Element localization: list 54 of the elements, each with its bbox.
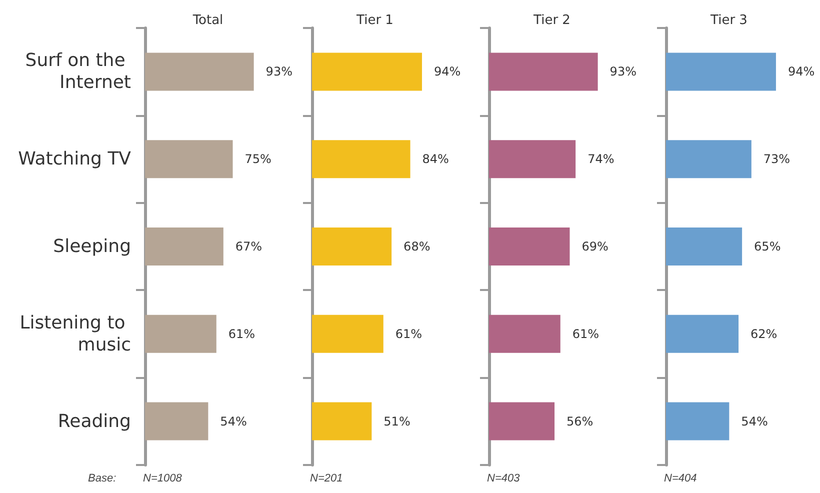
y-tick-label: Reading [58, 410, 131, 432]
data-label: 51% [384, 414, 410, 428]
bar [666, 52, 776, 91]
bar [312, 402, 372, 440]
data-label: 73% [763, 152, 790, 166]
chart-title: Total [192, 13, 224, 28]
data-label: 61% [395, 326, 422, 341]
bar [145, 228, 224, 266]
bar [666, 140, 752, 178]
bar [312, 52, 422, 91]
data-label: 56% [566, 414, 594, 428]
data-label: 93% [266, 64, 292, 79]
bar [145, 314, 216, 353]
bar [145, 52, 254, 91]
bar [312, 314, 384, 353]
text: N=404 [664, 472, 697, 484]
text: Base: [88, 472, 116, 484]
data-label: 54% [741, 414, 768, 428]
data-label: 61% [228, 326, 256, 341]
bar [489, 402, 555, 440]
data-label: 65% [754, 240, 781, 254]
data-label: 74% [588, 152, 614, 166]
y-tick-label: Listening to music [20, 312, 131, 356]
data-label: 75% [244, 152, 272, 166]
text: N=201 [310, 472, 343, 484]
y-tick-label: Watching TV [18, 148, 132, 170]
bar [666, 314, 739, 353]
bar [666, 228, 742, 266]
y-tick-label: Surf on the Internet [25, 50, 131, 94]
chart-title: Tier 2 [532, 13, 570, 28]
data-label: 94% [788, 64, 815, 79]
text: N=403 [487, 472, 521, 484]
data-label: 54% [220, 414, 247, 428]
chart-title: Tier 3 [710, 13, 748, 28]
bar [489, 140, 576, 178]
y-tick-label: Sleeping [53, 236, 131, 257]
data-label: 84% [422, 152, 449, 166]
data-label: 68% [404, 240, 430, 254]
data-label: 93% [610, 64, 636, 79]
chart-title: Tier 1 [356, 13, 394, 28]
bar [312, 228, 392, 266]
text: N=1008 [143, 472, 183, 484]
bar [145, 140, 233, 178]
data-label: 61% [572, 326, 600, 341]
data-label: 94% [434, 64, 461, 79]
bar [145, 402, 208, 440]
bar [312, 140, 410, 178]
bar [489, 52, 598, 91]
data-label: 69% [582, 240, 608, 254]
data-label: 67% [235, 240, 262, 254]
bar [489, 228, 570, 266]
bar [666, 402, 730, 440]
data-label: 62% [750, 326, 778, 341]
bar [489, 314, 560, 353]
